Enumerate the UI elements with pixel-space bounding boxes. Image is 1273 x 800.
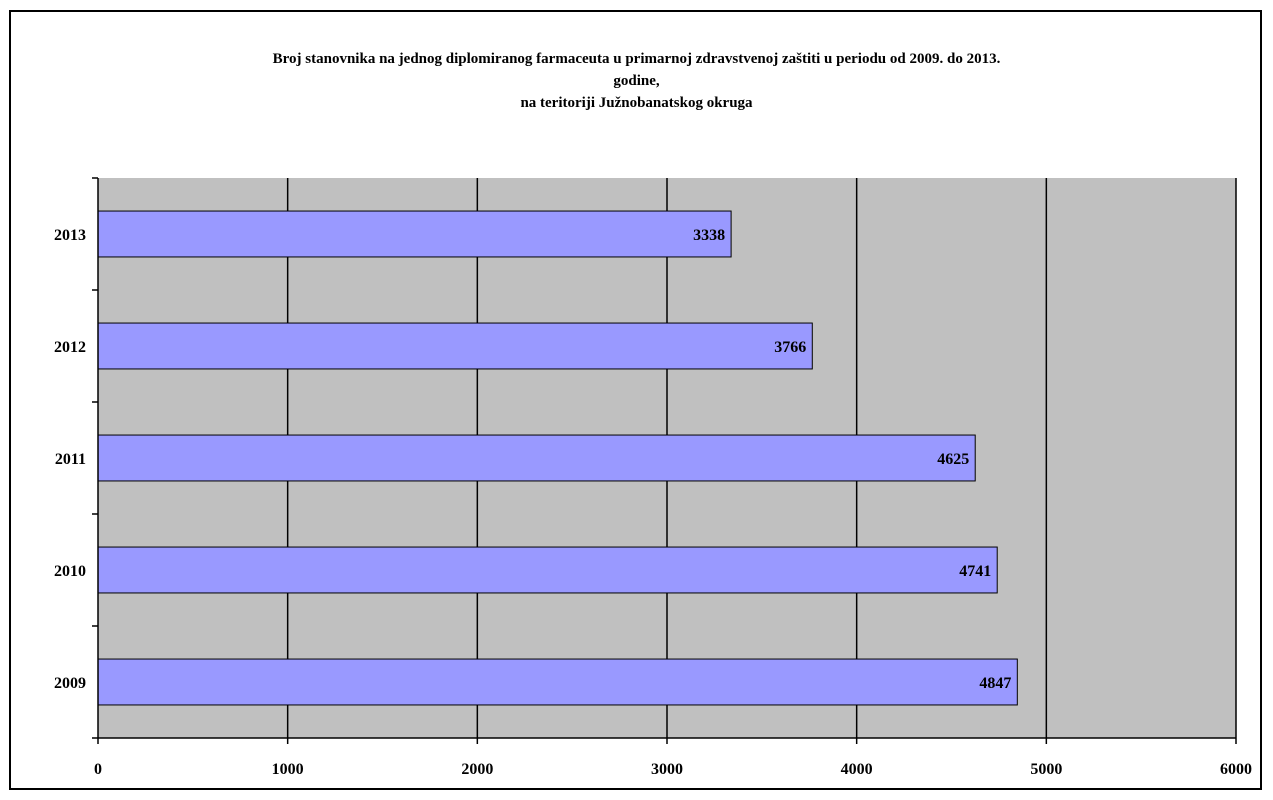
y-tick-label-2009: 2009: [54, 675, 86, 692]
x-tick-label-2000: 2000: [461, 761, 493, 778]
axes: [92, 177, 1237, 744]
bars: [97, 210, 1018, 706]
bar-2012: [97, 322, 813, 370]
chart-title-line-1: Broj stanovnika na jednog diplomiranog f…: [272, 51, 1001, 67]
chart-title-line-2: godine,: [613, 73, 660, 89]
x-tick-label-4000: 4000: [841, 761, 873, 778]
x-tick-label-6000: 6000: [1220, 761, 1252, 778]
y-tick-label-2010: 2010: [54, 563, 86, 580]
y-tick-label-2012: 2012: [54, 339, 86, 356]
data-label-2012: 3766: [774, 339, 806, 356]
data-label-2011: 4625: [937, 451, 969, 468]
labels: 4847 2009 4741 2010 4625 2011 3766 2012 3338 2013…: [54, 227, 1252, 778]
chart-title-line-3: na teritoriji Južnobanatskog okruga: [520, 95, 753, 111]
bar-2009: [97, 658, 1018, 706]
data-label-2009: 4847: [979, 675, 1011, 692]
bar-2011: [97, 434, 976, 482]
data-label-2010: 4741: [959, 563, 991, 580]
y-tick-label-2013: 2013: [54, 227, 86, 244]
x-tick-label-5000: 5000: [1030, 761, 1062, 778]
x-tick-label-1000: 1000: [272, 761, 304, 778]
chart-title: Broj stanovnika na jednog diplomiranog f…: [0, 48, 1273, 114]
x-tick-label-3000: 3000: [651, 761, 683, 778]
bar-2013: [97, 210, 732, 258]
y-tick-label-2011: 2011: [55, 451, 86, 468]
x-tick-label-0: 0: [94, 761, 102, 778]
bar-2010: [97, 546, 998, 594]
data-label-2013: 3338: [693, 227, 725, 244]
